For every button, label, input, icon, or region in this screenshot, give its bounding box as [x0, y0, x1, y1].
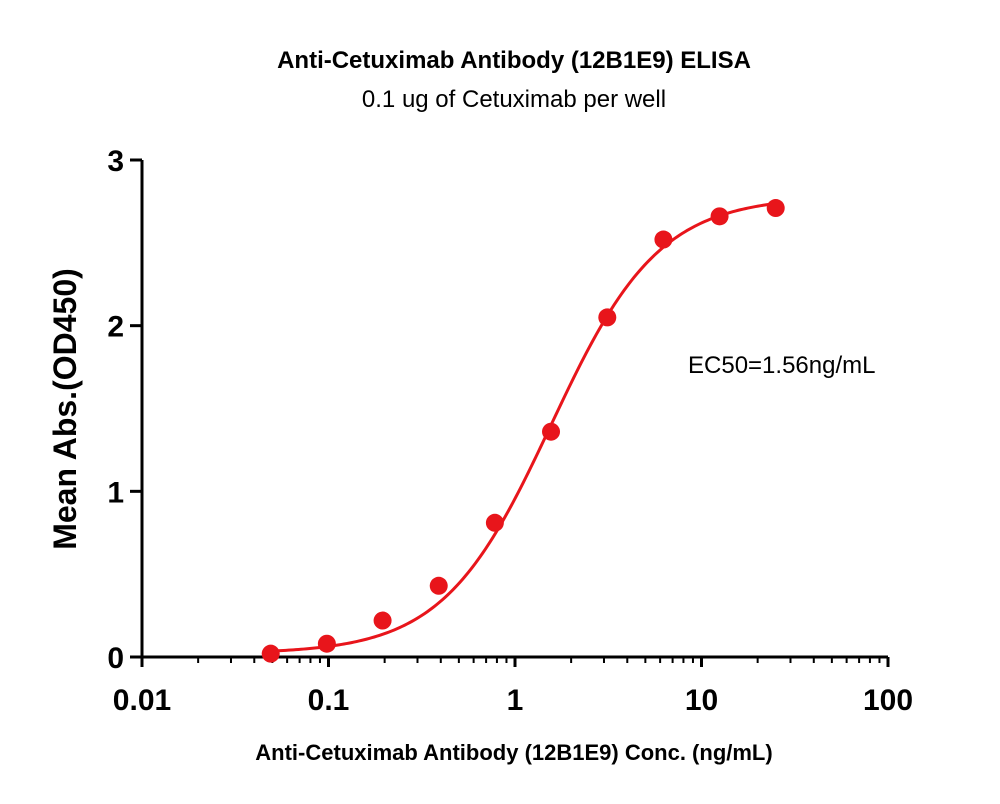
data-points: [261, 199, 785, 663]
data-point: [317, 634, 336, 653]
data-point: [654, 230, 673, 249]
data-point: [542, 422, 561, 441]
data-point: [766, 199, 785, 218]
x-axis-label: Anti-Cetuximab Antibody (12B1E9) Conc. (…: [255, 740, 772, 765]
data-point: [485, 513, 504, 532]
y-tick-label: 0: [107, 642, 124, 675]
data-point: [598, 308, 617, 327]
plot-area: 0.01 0.1 1 10 100 0 1 2 3: [107, 145, 913, 717]
x-tick-label: 0.1: [308, 684, 350, 717]
x-tick-label: 100: [863, 684, 913, 717]
x-tick-label: 1: [507, 684, 524, 717]
x-tick-label: 0.01: [113, 684, 171, 717]
y-tick-label: 1: [107, 476, 124, 509]
fit-curve: [270, 201, 776, 653]
chart-subtitle: 0.1 ug of Cetuximab per well: [362, 86, 666, 113]
x-axis-ticks: 0.01 0.1 1 10 100: [113, 657, 913, 717]
x-tick-label: 10: [685, 684, 718, 717]
data-point: [429, 576, 448, 595]
chart-title: Anti-Cetuximab Antibody (12B1E9) ELISA: [277, 47, 751, 74]
data-point: [373, 611, 392, 630]
y-tick-label: 3: [107, 145, 124, 178]
y-axis-label: Mean Abs.(OD450): [47, 268, 83, 550]
data-point: [261, 644, 280, 663]
y-tick-label: 2: [107, 311, 124, 344]
ec50-annotation: EC50=1.56ng/mL: [688, 352, 875, 379]
data-point: [710, 207, 729, 226]
y-axis-ticks: 0 1 2 3: [107, 145, 142, 675]
